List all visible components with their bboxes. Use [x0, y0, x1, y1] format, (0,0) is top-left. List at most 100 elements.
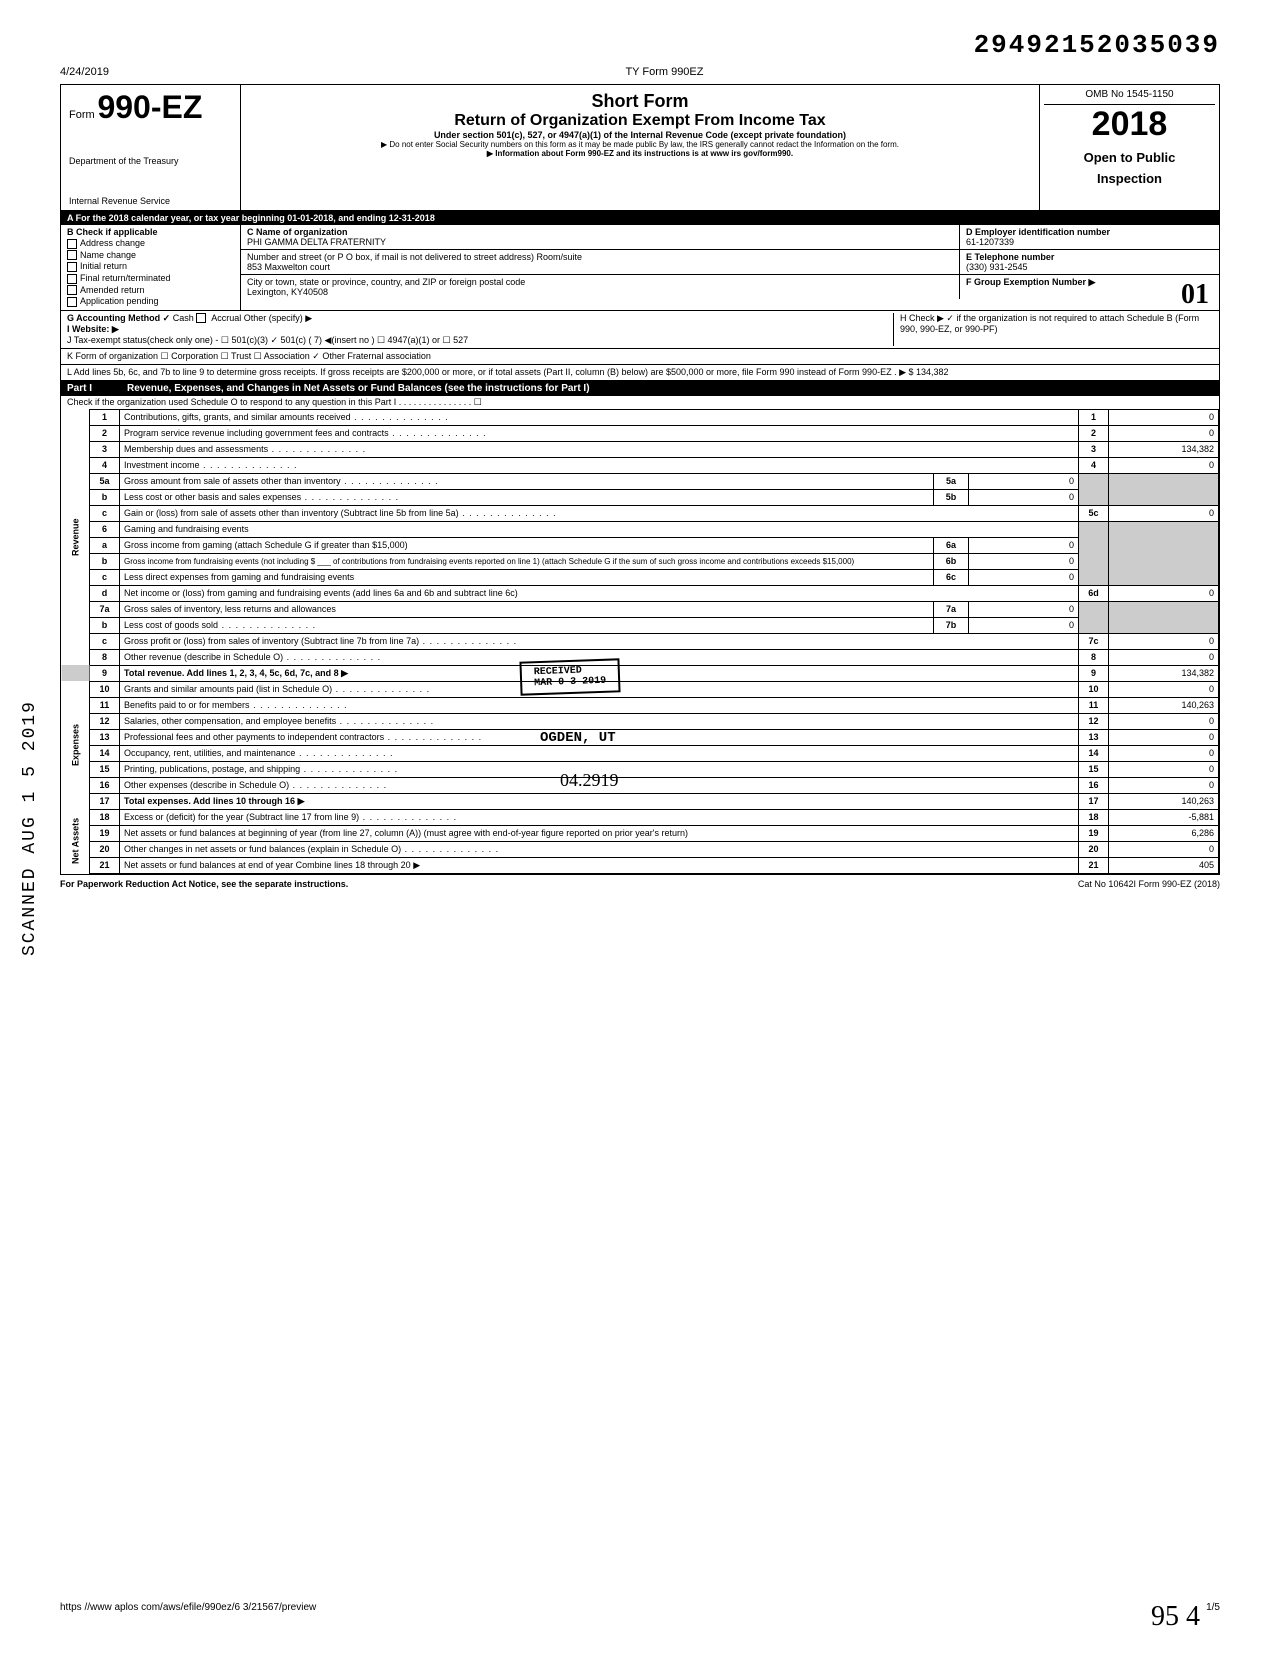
pra-notice: For Paperwork Reduction Act Notice, see … [60, 879, 348, 889]
line-no: 5c [1079, 505, 1109, 521]
form-prefix: Form [69, 109, 95, 121]
check-initial-return[interactable] [67, 262, 77, 272]
subline-no: 7b [934, 617, 969, 633]
line-desc: Occupancy, rent, utilities, and maintena… [120, 745, 1079, 761]
form-title: Return of Organization Exempt From Incom… [253, 112, 1027, 130]
subline-no: 6b [934, 553, 969, 569]
subline-no: 5a [934, 473, 969, 489]
h-check: H Check ▶ ✓ if the organization is not r… [893, 313, 1213, 346]
f-label: F Group Exemption Number ▶ [966, 277, 1213, 288]
scanned-stamp: SCANNED AUG 1 5 2019 [20, 700, 40, 956]
section-netassets: Net Assets [61, 809, 90, 873]
page-number: 1/5 [1206, 1602, 1220, 1613]
line-desc: Other changes in net assets or fund bala… [120, 841, 1079, 857]
line-num: 20 [90, 841, 120, 857]
section-k: K Form of organization ☐ Corporation ☐ T… [61, 349, 1219, 365]
line-num: 21 [90, 857, 120, 873]
main-table: Revenue 1 Contributions, gifts, grants, … [61, 409, 1219, 874]
line-num: 4 [90, 457, 120, 473]
header-right: OMB No 1545-1150 2018 Open to Public Ins… [1039, 85, 1219, 210]
line-num: 11 [90, 697, 120, 713]
line-no: 7c [1079, 633, 1109, 649]
inspection: Inspection [1044, 171, 1215, 186]
line-val: 6,286 [1109, 825, 1219, 841]
line-no: 18 [1079, 809, 1109, 825]
city-label: City or town, state or province, country… [247, 277, 953, 287]
line-desc: Investment income [120, 457, 1079, 473]
line-no: 8 [1079, 649, 1109, 665]
line-val: 0 [1109, 649, 1219, 665]
c-label: C Name of organization [247, 227, 953, 237]
doc-id: 29492152035039 [974, 30, 1220, 60]
open-public: Open to Public [1044, 150, 1215, 165]
line-val: 134,382 [1109, 665, 1219, 681]
check-final-return[interactable] [67, 274, 77, 284]
b-label: B Check if applicable [67, 227, 234, 237]
line-num: c [90, 569, 120, 585]
section-a-block: A For the 2018 calendar year, or tax yea… [60, 211, 1220, 875]
line-num: c [90, 505, 120, 521]
print-date: 4/24/2019 [60, 66, 109, 78]
line-val: 0 [1109, 745, 1219, 761]
line-num: 13 [90, 729, 120, 745]
line-desc: Less cost of goods sold [120, 617, 934, 633]
line-num: 5a [90, 473, 120, 489]
line-val: 405 [1109, 857, 1219, 873]
line-num: a [90, 537, 120, 553]
check-name-change[interactable] [67, 250, 77, 260]
spacer [61, 665, 90, 681]
subline-val: 0 [969, 489, 1079, 505]
i-website: I Website: ▶ [67, 324, 893, 335]
g-accrual: Accrual Other (specify) ▶ [211, 313, 312, 323]
line-desc: Excess or (deficit) for the year (Subtra… [120, 809, 1079, 825]
check-accrual[interactable] [196, 313, 206, 323]
line-num: 19 [90, 825, 120, 841]
short-form-label: Short Form [253, 91, 1027, 112]
footer-url: https //www aplos com/aws/efile/990ez/6 … [60, 1602, 316, 1613]
shaded-cell [1109, 601, 1219, 633]
handwritten-bottom: 95 4 [1151, 1601, 1200, 1633]
line-num: d [90, 585, 120, 601]
line-num: b [90, 489, 120, 505]
b-item: Name change [80, 250, 136, 260]
form-number: 990-EZ [97, 89, 202, 125]
line-no: 17 [1079, 793, 1109, 809]
section-expenses: Expenses [61, 681, 90, 809]
b-item: Initial return [80, 261, 127, 271]
line-val: 0 [1109, 713, 1219, 729]
ein: 61-1207339 [966, 237, 1213, 247]
line-val: 0 [1109, 457, 1219, 473]
line-no: 16 [1079, 777, 1109, 793]
line-no: 1 [1079, 409, 1109, 425]
check-address-change[interactable] [67, 239, 77, 249]
form-ty: TY Form 990EZ [625, 66, 703, 78]
line-val: 0 [1109, 505, 1219, 521]
line-no: 21 [1079, 857, 1109, 873]
line-val: 140,263 [1109, 697, 1219, 713]
subline-val: 0 [969, 553, 1079, 569]
check-application-pending[interactable] [67, 297, 77, 307]
section-a-bar: A For the 2018 calendar year, or tax yea… [61, 211, 1219, 225]
b-item: Application pending [80, 296, 159, 306]
g-label: G Accounting Method [67, 313, 160, 323]
stamp-01: 01 [1181, 279, 1209, 311]
line-val: 0 [1109, 585, 1219, 601]
line-desc: Contributions, gifts, grants, and simila… [120, 409, 1079, 425]
cat-number: Cat No 10642I Form 990-EZ (2018) [1078, 879, 1220, 889]
footer-row: For Paperwork Reduction Act Notice, see … [60, 879, 1220, 889]
subline-val: 0 [969, 537, 1079, 553]
line-num: 3 [90, 441, 120, 457]
street-address: 853 Maxwelton court [247, 262, 953, 272]
line-num: b [90, 617, 120, 633]
b-item: Address change [80, 238, 145, 248]
line-val: 0 [1109, 425, 1219, 441]
shaded-cell [1109, 521, 1219, 585]
line-num: 12 [90, 713, 120, 729]
check-amended-return[interactable] [67, 285, 77, 295]
line-num: 1 [90, 409, 120, 425]
line-desc: Total revenue. Add lines 1, 2, 3, 4, 5c,… [124, 668, 339, 678]
shaded-cell [1079, 601, 1109, 633]
city-state-zip: Lexington, KY40508 [247, 287, 953, 297]
line-desc: Net income or (loss) from gaming and fun… [120, 585, 1079, 601]
j-tax-exempt: J Tax-exempt status(check only one) - ☐ … [67, 335, 893, 346]
